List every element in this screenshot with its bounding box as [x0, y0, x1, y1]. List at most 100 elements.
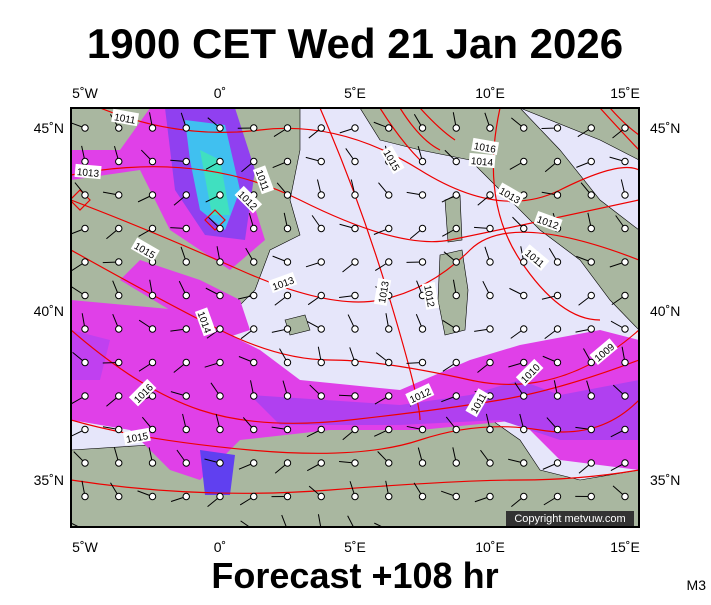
wind-station [554, 359, 560, 365]
lon-label: 0˚ [214, 85, 226, 101]
lon-label: 5˚W [72, 85, 98, 101]
wind-station [588, 426, 594, 432]
wind-station [487, 460, 493, 466]
wind-station [521, 493, 527, 499]
wind-station [419, 259, 425, 265]
wind-station [149, 460, 155, 466]
wind-station [453, 259, 459, 265]
wind-station [419, 158, 425, 164]
wind-station [453, 359, 459, 365]
wind-station [521, 326, 527, 332]
wind-station [453, 192, 459, 198]
lat-label: 40˚N [650, 303, 680, 319]
wind-station [284, 326, 290, 332]
wind-station [284, 460, 290, 466]
wind-station [386, 192, 392, 198]
wind-station [251, 326, 257, 332]
wind-station [352, 393, 358, 399]
wind-station [419, 125, 425, 131]
wind-station [487, 259, 493, 265]
wind-station [487, 426, 493, 432]
wind-station [622, 359, 628, 365]
wind-station [217, 326, 223, 332]
wind-station [453, 493, 459, 499]
wind-station [453, 158, 459, 164]
wind-station [183, 225, 189, 231]
wind-station [284, 292, 290, 298]
wind-station [318, 259, 324, 265]
wind-station [487, 192, 493, 198]
wind-station [352, 225, 358, 231]
wind-station [554, 493, 560, 499]
isobar-label: 1013 [76, 167, 100, 180]
wind-station [217, 460, 223, 466]
wind-station [521, 359, 527, 365]
wind-station [318, 326, 324, 332]
wind-station [352, 359, 358, 365]
wind-station [284, 225, 290, 231]
wind-station [284, 426, 290, 432]
wind-station [588, 158, 594, 164]
wind-station [149, 158, 155, 164]
wind-station [453, 326, 459, 332]
wind-station [622, 158, 628, 164]
wind-station [453, 426, 459, 432]
wind-station [386, 460, 392, 466]
wind-station [487, 359, 493, 365]
wind-station [622, 426, 628, 432]
wind-station [386, 125, 392, 131]
lat-label: 45˚N [34, 120, 64, 136]
wind-station [588, 225, 594, 231]
wind-station [487, 225, 493, 231]
lon-label: 5˚E [344, 539, 366, 555]
wind-station [318, 426, 324, 432]
wind-station [217, 493, 223, 499]
wind-station [82, 225, 88, 231]
wind-station [419, 225, 425, 231]
lon-label: 15˚E [610, 85, 640, 101]
wind-station [183, 192, 189, 198]
wind-station [183, 259, 189, 265]
wind-station [251, 292, 257, 298]
wind-station [318, 460, 324, 466]
wind-barb [140, 530, 153, 540]
wind-station [116, 259, 122, 265]
wind-station [622, 192, 628, 198]
wind-station [487, 493, 493, 499]
wind-station [622, 225, 628, 231]
wind-station [149, 192, 155, 198]
wind-station [217, 393, 223, 399]
wind-barb [508, 530, 524, 531]
wind-station [419, 493, 425, 499]
wind-station [554, 426, 560, 432]
wind-station [217, 225, 223, 231]
isobar-label: 1014 [470, 156, 494, 169]
footer: Forecast +108 hr [211, 555, 498, 596]
wind-barb [407, 530, 423, 534]
wind-station [588, 359, 594, 365]
wind-station [386, 225, 392, 231]
lon-label: 10˚E [475, 85, 505, 101]
wind-station [588, 125, 594, 131]
wind-station [284, 125, 290, 131]
wind-station [116, 393, 122, 399]
wind-station [217, 125, 223, 131]
title: 1900 CET Wed 21 Jan 2026 [87, 20, 623, 67]
copyright: Copyright metvuw.com [514, 513, 625, 525]
wind-station [318, 393, 324, 399]
wind-station [554, 192, 560, 198]
wind-station [82, 192, 88, 198]
wind-station [318, 158, 324, 164]
wind-station [149, 326, 155, 332]
wind-station [284, 158, 290, 164]
wind-station [622, 326, 628, 332]
lon-label: 0˚ [214, 539, 226, 555]
wind-station [352, 259, 358, 265]
wind-station [284, 192, 290, 198]
wind-station [217, 259, 223, 265]
wind-station [318, 225, 324, 231]
wind-station [251, 158, 257, 164]
wind-station [521, 426, 527, 432]
wind-station [554, 158, 560, 164]
